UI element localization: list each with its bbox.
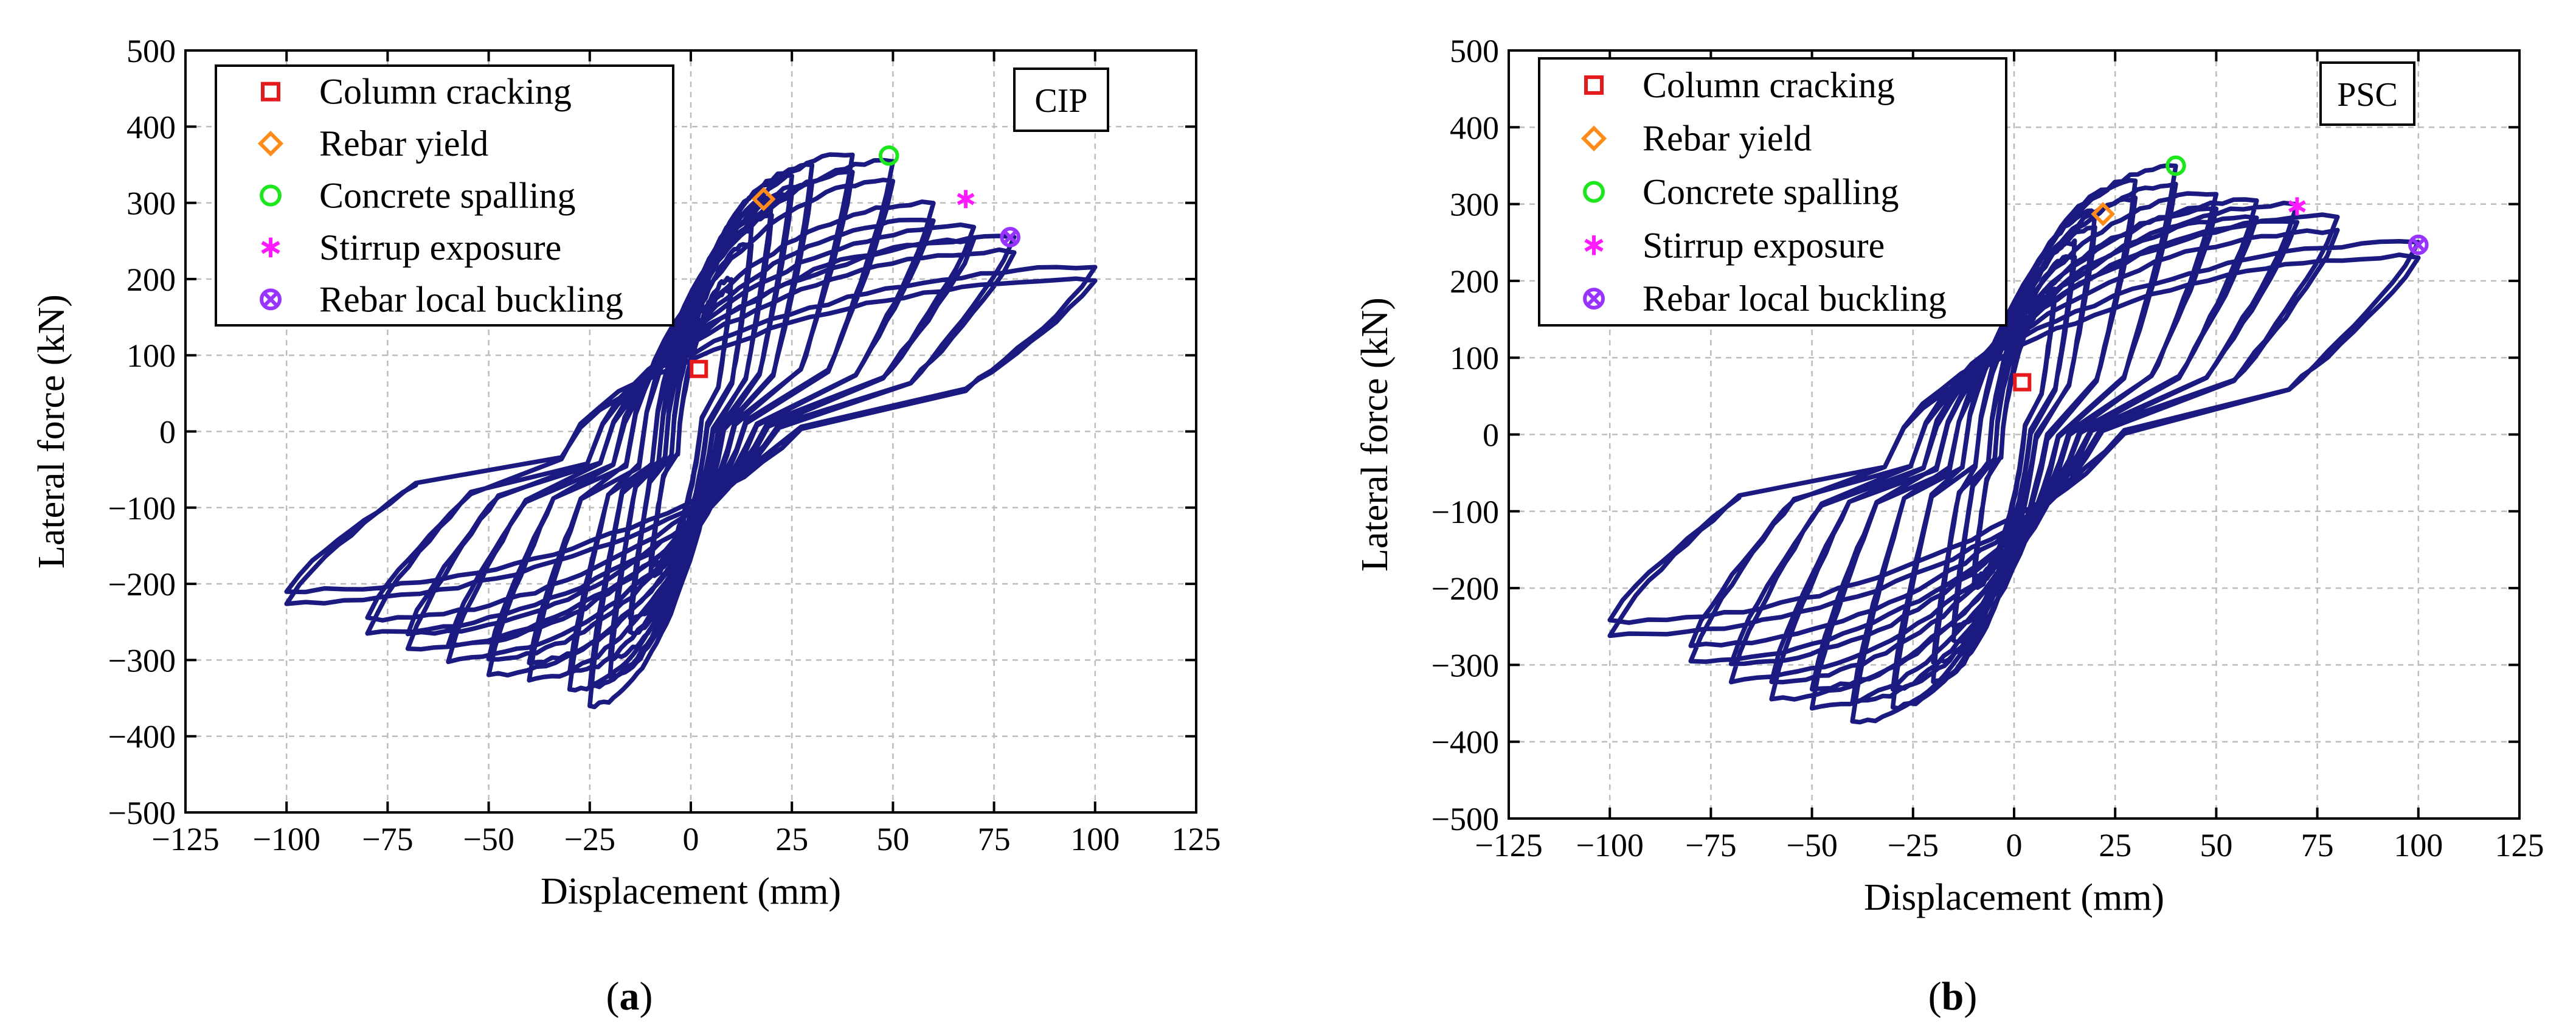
x-tick-label: −25 [564,821,615,857]
legend-circle-icon [260,184,282,207]
x-tick-label: −25 [1888,827,1939,864]
y-tick-label: 100 [1450,340,1499,376]
y-tick-label: −500 [108,795,176,831]
x-tick-label: 50 [876,821,909,857]
panel-label: (b) [1928,974,1978,1019]
y-tick-label: 300 [1450,187,1499,223]
legend: Column cracking Rebar yield Concrete spall… [215,64,674,327]
x-tick-label: 75 [2301,827,2334,864]
axes-ticks: −125 −100 −75 −50 −25 0 25 50 75 100 125 −500 −400 −3… [108,33,1221,857]
legend-asterisk-icon [261,237,280,258]
circle-event-marker [878,145,899,166]
square-event-marker [2013,373,2032,392]
square-event-marker [690,359,708,378]
legend-crossed-circle-icon [260,288,282,311]
y-tick-label: −200 [108,566,176,603]
x-tick-label: −75 [1685,827,1736,864]
badge: CIP [1013,68,1109,132]
y-tick-label: −200 [1432,570,1499,607]
x-tick-label: 100 [2394,827,2443,864]
x-axis-title: Displacement (mm) [1864,877,2164,918]
x-tick-label: 50 [2200,827,2232,864]
legend-diamond-icon [1581,125,1607,151]
x-tick-label: 0 [683,821,699,857]
x-tick-label: −100 [252,821,320,857]
x-tick-label: 100 [1070,821,1120,857]
y-tick-label: 500 [126,33,176,69]
circle-event-marker [2166,155,2186,176]
legend-entry-label: Rebar yield [319,123,488,164]
panel-label-letter: b [1942,974,1964,1019]
y-tick-label: 400 [1450,109,1499,146]
x-tick-label: 125 [1172,821,1221,857]
diamond-event-marker [751,187,776,212]
legend-square-icon [261,81,280,102]
x-tick-label: 75 [978,821,1011,857]
y-axis-title: Lateral force (kN) [1354,297,1396,572]
panel-b: −125 −100 −75 −50 −25 0 25 50 75 100 125 −500 −400 −3… [1354,33,2544,1019]
legend-entry-label: Concrete spalling [319,176,576,216]
legend-square-icon [1584,75,1604,95]
legend-entry-label: Column cracking [319,72,572,112]
asterisk-event-marker [2288,197,2306,216]
y-tick-label: 200 [1450,263,1499,300]
y-tick-label: 0 [1483,417,1499,454]
y-tick-label: −400 [1432,724,1499,761]
panel-label: (a) [606,974,653,1019]
y-tick-label: 0 [159,414,176,451]
badge: PSC [2319,61,2415,126]
x-tick-label: −100 [1576,827,1643,864]
hysteresis-curve [284,152,1098,710]
x-tick-label: −125 [1475,827,1542,864]
x-tick-label: 25 [775,821,808,857]
y-tick-label: −100 [108,490,176,527]
x-tick-label: −125 [151,821,219,857]
axes-ticks: −125 −100 −75 −50 −25 0 25 50 75 100 125 −500 −400 −3… [1432,33,2544,864]
legend-entry-label: Stirrup exposure [1643,225,1885,265]
legend: Column cracking Rebar yield Concrete spall… [1538,57,2007,327]
legend-entry-label: Column cracking [1643,65,1895,105]
legend-entry-label: Rebar local buckling [1643,279,1947,319]
x-tick-label: 25 [2099,827,2131,864]
hysteresis-curve [1607,163,2421,725]
x-tick-label: 125 [2495,827,2544,864]
x-tick-label: −50 [1786,827,1837,864]
legend-circle-icon [1583,181,1605,203]
crossed-circle-event-marker [1000,227,1020,248]
legend-entry-label: Rebar local buckling [319,279,623,319]
asterisk-event-marker [957,190,975,209]
y-tick-label: 400 [126,109,176,145]
y-tick-label: −500 [1432,801,1499,837]
legend-asterisk-icon [1584,235,1604,255]
x-tick-label: −50 [463,821,514,857]
legend-box [215,64,674,327]
x-tick-label: 0 [2006,827,2023,864]
y-tick-label: 100 [126,338,176,374]
legend-crossed-circle-icon [1583,288,1605,310]
panel-label-letter: a [620,974,640,1019]
y-tick-label: 200 [126,261,176,298]
event-markers [2013,155,2429,392]
x-axis-title: Displacement (mm) [541,871,841,912]
diamond-event-marker [2091,202,2116,226]
y-axis-title: Lateral force (kN) [31,294,72,569]
x-tick-label: −75 [362,821,413,857]
y-tick-label: −100 [1432,494,1499,530]
y-tick-label: 500 [1450,33,1499,69]
y-tick-label: −400 [108,719,176,755]
legend-box [1538,57,2007,327]
y-tick-label: 300 [126,185,176,222]
crossed-circle-event-marker [2408,234,2429,255]
legend-entry-label: Concrete spalling [1643,172,1899,212]
badge-text: PSC [2337,76,2398,114]
y-tick-label: −300 [108,642,176,679]
event-markers [690,145,1020,378]
legend-entry-label: Stirrup exposure [319,227,561,268]
legend-diamond-icon [257,130,284,157]
y-tick-label: −300 [1432,647,1499,684]
panel-a: −125 −100 −75 −50 −25 0 25 50 75 100 125 −500 −400 −3… [31,33,1221,1019]
badge-text: CIP [1034,82,1087,120]
legend-entry-label: Rebar yield [1643,119,1812,159]
